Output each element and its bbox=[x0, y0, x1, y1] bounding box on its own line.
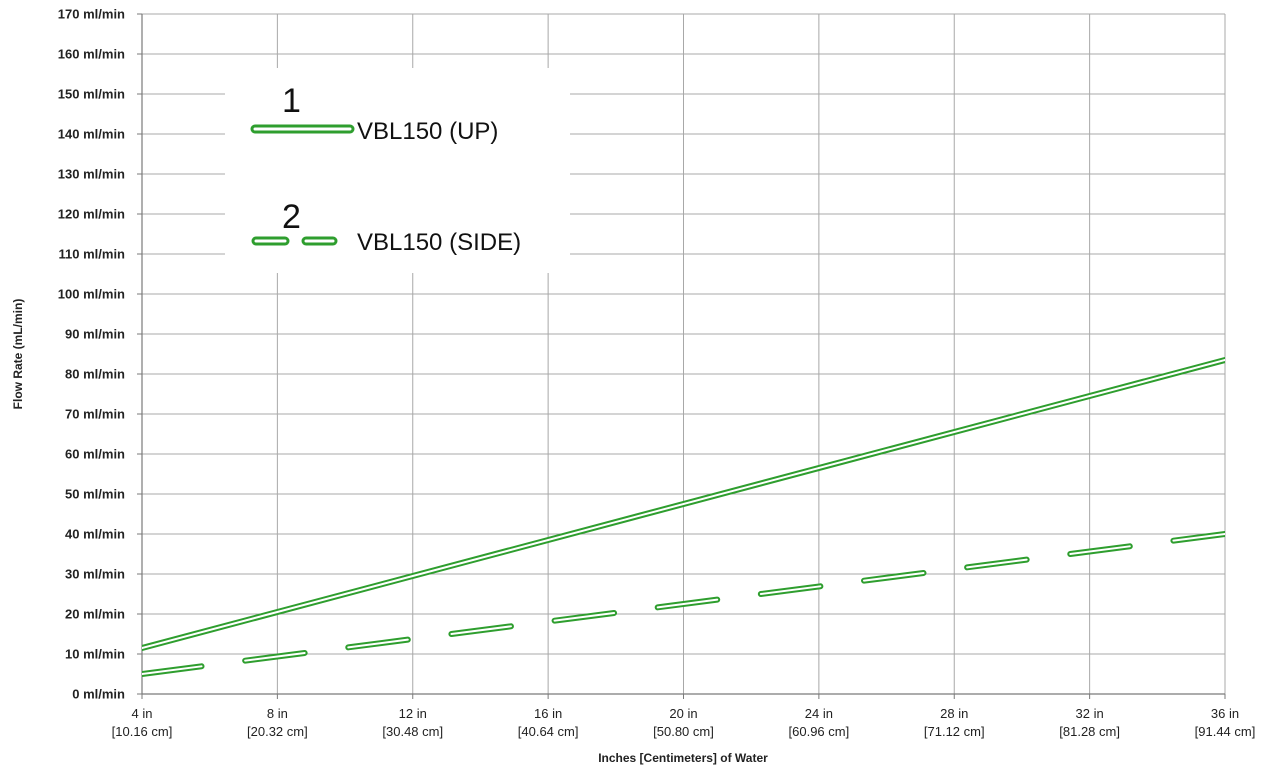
x-tick-sublabel: [10.16 cm] bbox=[112, 724, 173, 739]
y-tick-label: 50 ml/min bbox=[65, 487, 125, 502]
y-tick-label: 10 ml/min bbox=[65, 647, 125, 662]
y-tick-label: 20 ml/min bbox=[65, 607, 125, 622]
y-tick-label: 160 ml/min bbox=[58, 47, 125, 62]
x-axis-ticks: 4 in [10.16 cm] 8 in [20.32 cm] 12 in [30.48 … bbox=[112, 694, 1256, 739]
x-tick-sublabel: [71.12 cm] bbox=[924, 724, 985, 739]
legend: 1 VBL150 (UP) 2 VBL150 (SIDE) bbox=[225, 68, 570, 273]
x-tick-sublabel: [40.64 cm] bbox=[518, 724, 579, 739]
y-tick-label: 80 ml/min bbox=[65, 367, 125, 382]
legend-label-up: VBL150 (UP) bbox=[357, 118, 498, 145]
legend-label-side: VBL150 (SIDE) bbox=[357, 229, 521, 256]
x-tick-sublabel: [50.80 cm] bbox=[653, 724, 714, 739]
y-tick-label: 130 ml/min bbox=[58, 167, 125, 182]
y-tick-label: 90 ml/min bbox=[65, 327, 125, 342]
x-tick-label: 4 in bbox=[132, 706, 153, 721]
x-tick-label: 28 in bbox=[940, 706, 968, 721]
y-axis-ticks: 0 ml/min 10 ml/min 20 ml/min 30 ml/min 40 ml… bbox=[58, 7, 142, 702]
x-tick-sublabel: [60.96 cm] bbox=[789, 724, 850, 739]
x-tick-label: 32 in bbox=[1076, 706, 1104, 721]
x-tick-label: 12 in bbox=[399, 706, 427, 721]
series-line-2-inner bbox=[142, 533, 1225, 675]
y-tick-label: 0 ml/min bbox=[72, 687, 125, 702]
series-lines bbox=[142, 357, 1225, 677]
y-tick-label: 150 ml/min bbox=[58, 87, 125, 102]
x-tick-label: 16 in bbox=[534, 706, 562, 721]
x-tick-label: 24 in bbox=[805, 706, 833, 721]
x-tick-sublabel: [91.44 cm] bbox=[1195, 724, 1256, 739]
y-tick-label: 170 ml/min bbox=[58, 7, 125, 22]
legend-number-1: 1 bbox=[282, 82, 301, 120]
y-tick-label: 120 ml/min bbox=[58, 207, 125, 222]
x-tick-label: 36 in bbox=[1211, 706, 1239, 721]
y-tick-label: 30 ml/min bbox=[65, 567, 125, 582]
series-line-1-inner bbox=[142, 359, 1225, 649]
x-tick-sublabel: [81.28 cm] bbox=[1059, 724, 1120, 739]
x-tick-sublabel: [30.48 cm] bbox=[382, 724, 443, 739]
y-tick-label: 140 ml/min bbox=[58, 127, 125, 142]
y-tick-label: 40 ml/min bbox=[65, 527, 125, 542]
y-tick-label: 70 ml/min bbox=[65, 407, 125, 422]
legend-number-2: 2 bbox=[282, 198, 301, 236]
y-tick-label: 110 ml/min bbox=[59, 247, 126, 262]
y-tick-label: 100 ml/min bbox=[58, 287, 125, 302]
y-axis-title: Flow Rate (mL/min) bbox=[11, 299, 25, 410]
x-tick-sublabel: [20.32 cm] bbox=[247, 724, 308, 739]
y-tick-label: 60 ml/min bbox=[65, 447, 125, 462]
x-tick-label: 20 in bbox=[669, 706, 697, 721]
x-axis-title: Inches [Centimeters] of Water bbox=[598, 751, 768, 765]
x-tick-label: 8 in bbox=[267, 706, 288, 721]
